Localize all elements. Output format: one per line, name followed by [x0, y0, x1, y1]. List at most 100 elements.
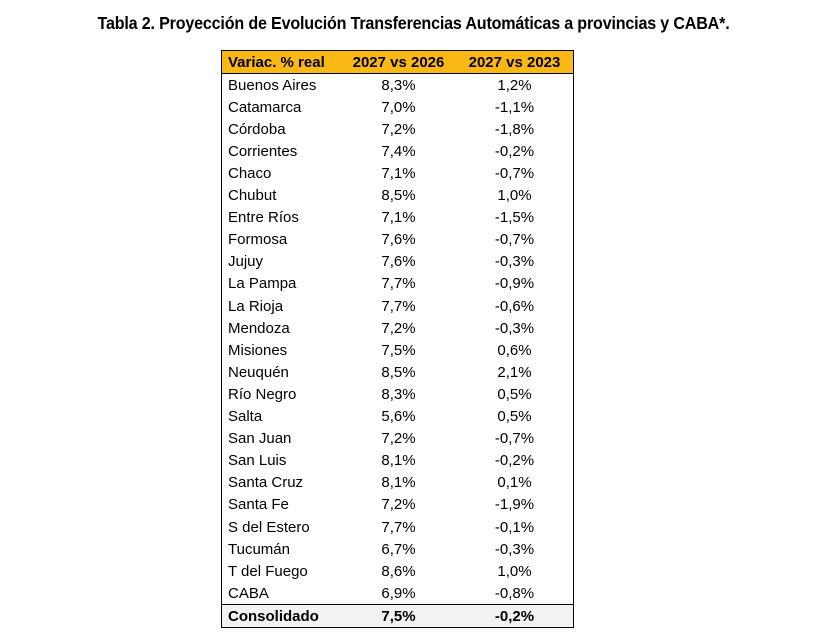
table-row: Río Negro 8,3% 0,5%	[221, 383, 574, 406]
table-row: Santa Fe 7,2% -1,9%	[221, 493, 574, 516]
value-2027-vs-2023: 1,0%	[456, 184, 574, 207]
value-2027-vs-2023: 1,0%	[456, 560, 574, 583]
table-row: Mendoza 7,2% -0,3%	[221, 317, 574, 340]
value-2027-vs-2026: 7,2%	[341, 317, 456, 340]
value-2027-vs-2026: 7,7%	[341, 295, 456, 318]
value-2027-vs-2026: 7,4%	[341, 140, 456, 163]
value-2027-vs-2026: 5,6%	[341, 405, 456, 428]
province-name: Santa Fe	[221, 493, 341, 516]
province-name: San Luis	[221, 449, 341, 472]
table-row: San Luis 8,1% -0,2%	[221, 449, 574, 472]
value-2027-vs-2023: -1,1%	[456, 96, 574, 119]
table-row: Misiones 7,5% 0,6%	[221, 339, 574, 362]
value-2027-vs-2023: 1,2%	[456, 73, 574, 97]
province-name: CABA	[221, 582, 341, 605]
value-2027-vs-2023: -0,8%	[456, 582, 574, 605]
value-2027-vs-2023: -0,9%	[456, 272, 574, 296]
header-variation: Variac. % real	[221, 49, 341, 75]
total-row: Consolidado 7,5% -0,2%	[221, 604, 574, 629]
transfers-table: Variac. % real 2027 vs 2026 2027 vs 2023…	[221, 49, 574, 629]
province-name: Santa Cruz	[221, 471, 341, 494]
table-row: Entre Ríos 7,1% -1,5%	[221, 206, 574, 229]
value-2027-vs-2026: 7,2%	[341, 427, 456, 450]
value-2027-vs-2023: -0,3%	[456, 317, 574, 340]
province-name: Formosa	[221, 228, 341, 251]
province-name: Catamarca	[221, 96, 341, 119]
value-2027-vs-2026: 7,1%	[341, 206, 456, 229]
value-2027-vs-2026: 7,1%	[341, 162, 456, 185]
province-name: Entre Ríos	[221, 206, 341, 229]
value-2027-vs-2026: 7,7%	[341, 272, 456, 296]
table-row: Tucumán 6,7% -0,3%	[221, 538, 574, 561]
province-name: Salta	[221, 405, 341, 428]
province-name: T del Fuego	[221, 560, 341, 583]
value-2027-vs-2023: -0,6%	[456, 295, 574, 318]
table-row: San Juan 7,2% -0,7%	[221, 427, 574, 450]
value-2027-vs-2026: 7,2%	[341, 118, 456, 141]
total-2027-vs-2026: 7,5%	[341, 604, 456, 629]
value-2027-vs-2023: 0,5%	[456, 383, 574, 406]
value-2027-vs-2026: 8,6%	[341, 560, 456, 583]
value-2027-vs-2023: -0,2%	[456, 140, 574, 163]
province-name: Mendoza	[221, 317, 341, 340]
province-name: Neuquén	[221, 361, 341, 384]
header-2027-vs-2026: 2027 vs 2026	[341, 49, 456, 75]
table-row: S del Estero 7,7% -0,1%	[221, 515, 574, 539]
table-row: Jujuy 7,6% -0,3%	[221, 250, 574, 273]
table-row: Neuquén 8,5% 2,1%	[221, 361, 574, 384]
province-name: Chaco	[221, 162, 341, 185]
value-2027-vs-2023: 2,1%	[456, 361, 574, 384]
province-name: Río Negro	[221, 383, 341, 406]
table-row: Buenos Aires 8,3% 1,2%	[221, 73, 574, 97]
value-2027-vs-2023: -0,3%	[456, 538, 574, 561]
table-row: CABA 6,9% -0,8%	[221, 582, 574, 605]
table-row: Corrientes 7,4% -0,2%	[221, 140, 574, 163]
value-2027-vs-2026: 7,6%	[341, 228, 456, 251]
province-name: Chubut	[221, 184, 341, 207]
value-2027-vs-2023: -0,7%	[456, 162, 574, 185]
table-row: Chubut 8,5% 1,0%	[221, 184, 574, 207]
total-2027-vs-2023: -0,2%	[456, 604, 574, 629]
value-2027-vs-2023: 0,1%	[456, 471, 574, 494]
table-row: Formosa 7,6% -0,7%	[221, 228, 574, 251]
value-2027-vs-2023: -1,9%	[456, 493, 574, 516]
table-row: T del Fuego 8,6% 1,0%	[221, 560, 574, 583]
value-2027-vs-2026: 7,5%	[341, 339, 456, 362]
province-name: Córdoba	[221, 118, 341, 141]
province-name: Misiones	[221, 339, 341, 362]
value-2027-vs-2026: 8,5%	[341, 361, 456, 384]
value-2027-vs-2023: -0,7%	[456, 427, 574, 450]
province-name: Corrientes	[221, 140, 341, 163]
table-row: Chaco 7,1% -0,7%	[221, 162, 574, 185]
table-header-row: Variac. % real 2027 vs 2026 2027 vs 2023	[221, 49, 574, 75]
table-row: Catamarca 7,0% -1,1%	[221, 96, 574, 119]
value-2027-vs-2023: -1,8%	[456, 118, 574, 141]
table-row: Santa Cruz 8,1% 0,1%	[221, 471, 574, 494]
province-name: Buenos Aires	[221, 73, 341, 97]
value-2027-vs-2026: 7,0%	[341, 96, 456, 119]
table-row: Córdoba 7,2% -1,8%	[221, 118, 574, 141]
value-2027-vs-2023: -0,2%	[456, 449, 574, 472]
province-name: La Pampa	[221, 272, 341, 296]
table-row: La Pampa 7,7% -0,9%	[221, 272, 574, 296]
province-name: La Rioja	[221, 295, 341, 318]
value-2027-vs-2026: 8,5%	[341, 184, 456, 207]
total-label: Consolidado	[221, 604, 341, 629]
value-2027-vs-2023: -0,3%	[456, 250, 574, 273]
value-2027-vs-2023: -0,1%	[456, 515, 574, 539]
value-2027-vs-2026: 7,2%	[341, 493, 456, 516]
value-2027-vs-2026: 7,7%	[341, 515, 456, 539]
table-row: Salta 5,6% 0,5%	[221, 405, 574, 428]
value-2027-vs-2023: -1,5%	[456, 206, 574, 229]
province-name: San Juan	[221, 427, 341, 450]
table-title: Tabla 2. Proyección de Evolución Transfe…	[97, 13, 730, 33]
value-2027-vs-2026: 7,6%	[341, 250, 456, 273]
value-2027-vs-2026: 6,9%	[341, 582, 456, 605]
value-2027-vs-2026: 8,3%	[341, 383, 456, 406]
value-2027-vs-2026: 6,7%	[341, 538, 456, 561]
table-row: La Rioja 7,7% -0,6%	[221, 295, 574, 318]
value-2027-vs-2026: 8,1%	[341, 471, 456, 494]
province-name: Jujuy	[221, 250, 341, 273]
value-2027-vs-2026: 8,3%	[341, 73, 456, 97]
value-2027-vs-2023: 0,6%	[456, 339, 574, 362]
